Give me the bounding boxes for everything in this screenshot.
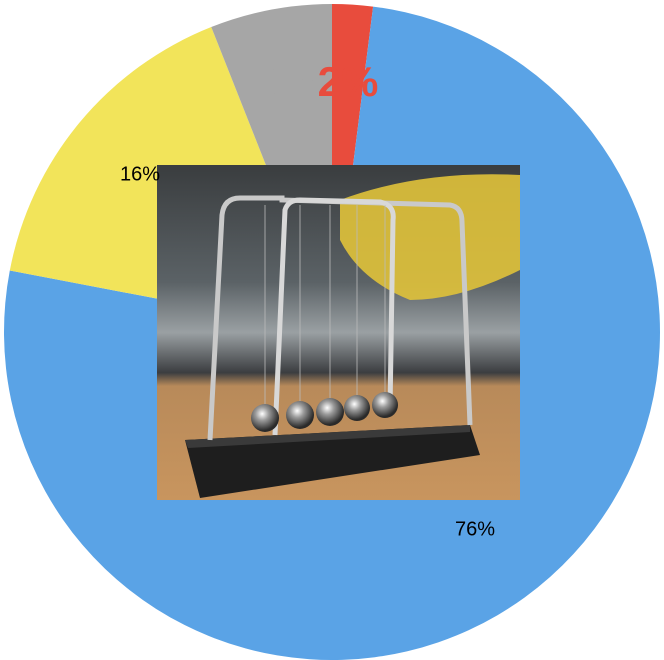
slice-label: 6%: [255, 58, 316, 105]
photo: [157, 165, 520, 500]
slice-label: 16%: [120, 163, 160, 185]
slice-label: 76%: [455, 518, 495, 540]
slice-label: 2%: [318, 58, 379, 105]
